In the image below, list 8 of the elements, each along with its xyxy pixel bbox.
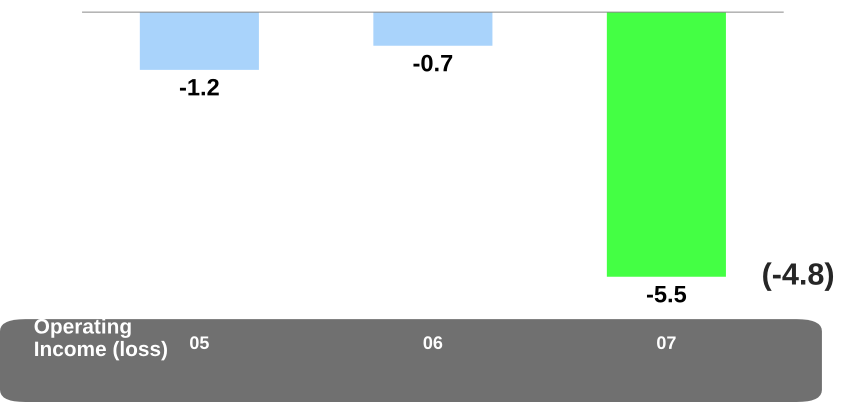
- data-label: -1.2: [180, 78, 219, 96]
- x-tick-label: 07: [657, 336, 676, 350]
- data-label: -5.5: [646, 286, 686, 302]
- x-axis-title: Operating Income (loss): [34, 318, 167, 360]
- x-tick-label: 06: [424, 336, 442, 350]
- x-tick-label: 05: [190, 336, 209, 350]
- data-label: -0.7: [413, 54, 452, 72]
- annotation: (-4.8): [763, 262, 834, 291]
